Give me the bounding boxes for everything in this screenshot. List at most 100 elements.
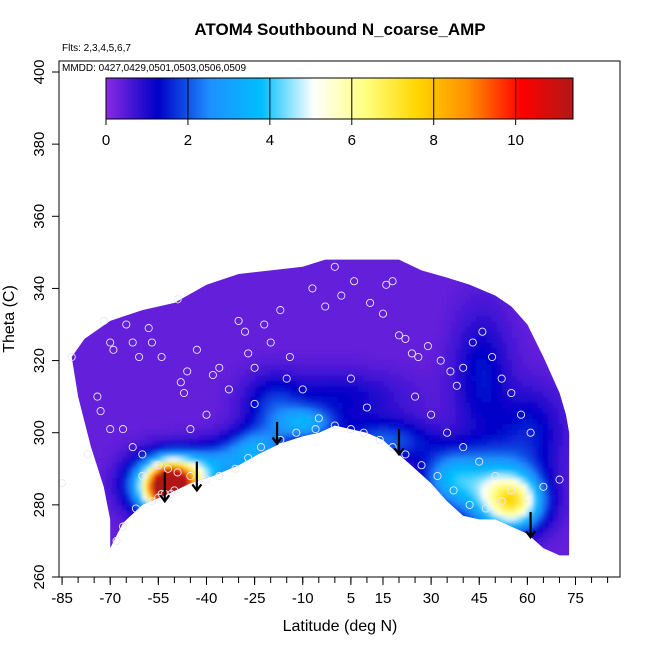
heatmap-cell bbox=[198, 472, 205, 479]
heatmap-cell bbox=[481, 450, 487, 457]
observation-point bbox=[99, 316, 108, 325]
heatmap-cell bbox=[532, 353, 539, 360]
heatmap-cell bbox=[322, 434, 328, 441]
heatmap-cell bbox=[527, 472, 534, 479]
heatmap-cell bbox=[332, 364, 338, 371]
heatmap-cell bbox=[296, 358, 302, 365]
observation-point bbox=[488, 352, 497, 362]
observation-point bbox=[83, 450, 92, 459]
heatmap-cell bbox=[157, 515, 164, 522]
heatmap-cell bbox=[532, 412, 539, 419]
heatmap-cell bbox=[506, 347, 513, 354]
heatmap-cell bbox=[419, 439, 426, 446]
heatmap-cell bbox=[542, 412, 549, 419]
heatmap-cell bbox=[419, 461, 426, 468]
heatmap-cell bbox=[239, 461, 246, 468]
heatmap-cell bbox=[311, 445, 318, 452]
heatmap-cell bbox=[522, 337, 528, 344]
heatmap-cell bbox=[445, 515, 451, 522]
heatmap-cell bbox=[142, 504, 148, 511]
heatmap-cell bbox=[419, 369, 426, 376]
heatmap-cell bbox=[486, 375, 492, 381]
heatmap-cell bbox=[455, 331, 462, 338]
heatmap-cell bbox=[188, 537, 195, 544]
heatmap-cell bbox=[460, 434, 467, 441]
heatmap-cell bbox=[455, 315, 462, 322]
heatmap-cell bbox=[322, 396, 328, 403]
heatmap-cell bbox=[178, 494, 184, 500]
heatmap-cell bbox=[563, 407, 569, 414]
heatmap-cell bbox=[532, 434, 539, 441]
heatmap-cell bbox=[311, 429, 318, 436]
heatmap-cell bbox=[455, 472, 462, 479]
heatmap-cell bbox=[132, 499, 138, 506]
heatmap-cell bbox=[574, 494, 580, 500]
heatmap-cell bbox=[357, 407, 364, 414]
heatmap-cell bbox=[219, 483, 225, 490]
heatmap-cell bbox=[245, 402, 251, 409]
heatmap-cell bbox=[568, 396, 570, 403]
heatmap-cell bbox=[229, 477, 236, 484]
heatmap-cell bbox=[219, 504, 225, 511]
heatmap-cell bbox=[435, 396, 441, 403]
heatmap-cell bbox=[188, 472, 195, 479]
heatmap-cell bbox=[476, 450, 482, 457]
heatmap-cell bbox=[517, 488, 523, 495]
heatmap-cell bbox=[558, 521, 564, 528]
heatmap-cell bbox=[157, 510, 164, 517]
heatmap-cell bbox=[450, 510, 457, 517]
heatmap-cell bbox=[532, 553, 539, 556]
heatmap-cell bbox=[542, 542, 549, 549]
heatmap-cell bbox=[265, 407, 272, 414]
heatmap-cell bbox=[465, 461, 472, 468]
heatmap-cell bbox=[496, 499, 503, 506]
heatmap-cell bbox=[470, 472, 477, 479]
heatmap-cell bbox=[424, 396, 431, 403]
heatmap-cell bbox=[147, 450, 154, 457]
heatmap-cell bbox=[491, 488, 498, 495]
heatmap-cell bbox=[286, 472, 292, 479]
heatmap-cell bbox=[414, 488, 421, 495]
heatmap-cell bbox=[501, 461, 508, 468]
heatmap-cell bbox=[465, 445, 472, 452]
heatmap-cell bbox=[455, 320, 462, 327]
heatmap-cell bbox=[137, 456, 143, 463]
heatmap-cell bbox=[486, 467, 492, 473]
heatmap-cell bbox=[142, 488, 148, 495]
heatmap-cell bbox=[506, 504, 513, 511]
heatmap-cell bbox=[512, 315, 518, 322]
heatmap-cell bbox=[250, 364, 256, 371]
heatmap-cell bbox=[173, 429, 179, 436]
heatmap-cell bbox=[419, 434, 426, 441]
heatmap-cell bbox=[383, 364, 390, 371]
heatmap-cell bbox=[245, 450, 251, 457]
heatmap-cell bbox=[234, 477, 241, 484]
heatmap-cell bbox=[522, 461, 528, 468]
heatmap-cell bbox=[517, 391, 523, 398]
heatmap-cell bbox=[558, 369, 564, 376]
heatmap-cell bbox=[542, 429, 549, 436]
heatmap-cell bbox=[517, 483, 523, 490]
heatmap-cell bbox=[553, 407, 559, 414]
heatmap-cell bbox=[178, 510, 184, 517]
heatmap-cell bbox=[491, 402, 498, 409]
heatmap-cell bbox=[132, 515, 138, 522]
heatmap-cell bbox=[579, 418, 585, 424]
heatmap-cell bbox=[486, 548, 492, 555]
heatmap-cell bbox=[224, 477, 231, 484]
heatmap-cell bbox=[455, 353, 462, 360]
heatmap-cell bbox=[496, 310, 503, 317]
heatmap-cell bbox=[486, 353, 492, 360]
heatmap-cell bbox=[435, 499, 441, 506]
heatmap-cell bbox=[378, 358, 385, 365]
heatmap-cell bbox=[270, 402, 277, 409]
heatmap-cell bbox=[101, 477, 107, 484]
heatmap-cell bbox=[162, 504, 169, 511]
heatmap-cell bbox=[553, 504, 559, 511]
heatmap-cell bbox=[465, 467, 472, 473]
heatmap-cell bbox=[260, 483, 267, 490]
heatmap-cell bbox=[512, 461, 518, 468]
heatmap-cell bbox=[435, 429, 441, 436]
heatmap-cell bbox=[393, 456, 400, 463]
heatmap-cell bbox=[393, 412, 400, 419]
